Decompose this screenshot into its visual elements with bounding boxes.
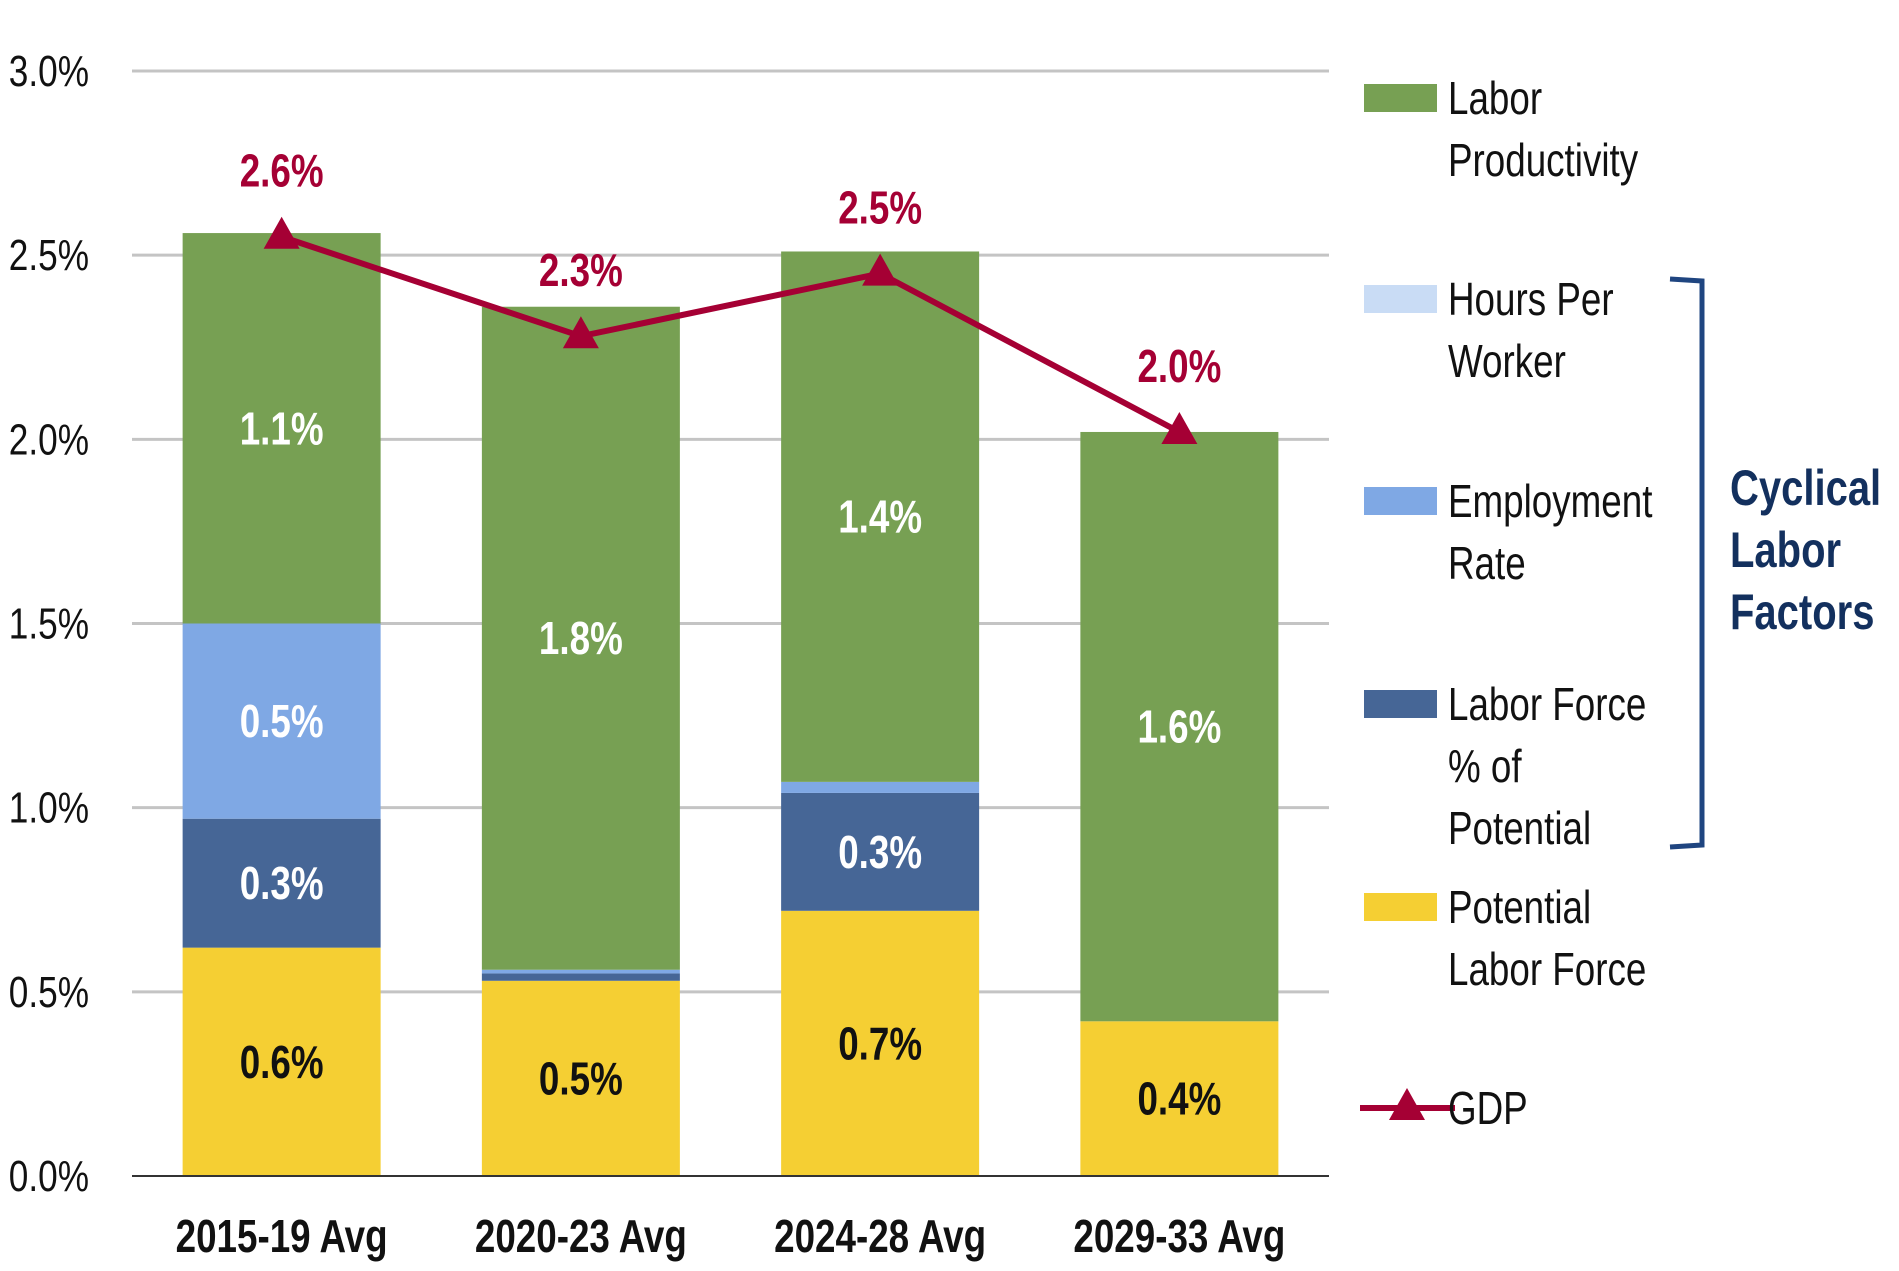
bar-segment	[182, 623, 381, 819]
y-tick-label: 2.0%	[9, 416, 89, 465]
bar-segment	[182, 233, 381, 624]
bar-segment	[781, 792, 980, 911]
bar-segment	[182, 947, 381, 1176]
legend-item: GDP	[1360, 1082, 1528, 1134]
legend-item: Labor Force % of Potential	[1364, 678, 1646, 854]
gdp-marker	[862, 253, 899, 286]
segment-label: 1.1%	[240, 402, 324, 454]
legend-label: Employment	[1448, 475, 1653, 527]
legend-swatch	[1364, 690, 1437, 718]
x-tick-label: 2024-28 Avg	[774, 1210, 986, 1262]
y-tick-label: 3.0%	[9, 47, 89, 96]
gdp-line-path	[280, 233, 1181, 435]
legend-label: Labor	[1448, 72, 1542, 124]
legend-swatch	[1364, 893, 1437, 921]
segment-label: 1.8%	[539, 612, 623, 664]
gdp-marker	[263, 216, 300, 249]
legend-item: Hours Per Worker	[1364, 273, 1614, 387]
y-tick-label: 1.5%	[9, 600, 89, 649]
legend-label: Worker	[1448, 335, 1566, 387]
bar-segment	[1080, 1021, 1279, 1176]
legend-label: Labor Force	[1448, 678, 1646, 730]
bar-segment	[781, 781, 980, 793]
gdp-line	[263, 216, 1198, 444]
bar-segment	[481, 980, 680, 1176]
legend-swatch	[1364, 84, 1437, 112]
segment-label: 1.4%	[838, 491, 922, 543]
y-tick-label: 0.0%	[9, 1152, 89, 1201]
y-tick-label: 1.0%	[9, 784, 89, 833]
segment-label: 1.6%	[1137, 701, 1221, 753]
legend-item: Labor Productivity	[1364, 72, 1638, 186]
y-tick-label: 2.5%	[9, 232, 89, 281]
bar-segment	[481, 306, 680, 970]
legend-label: Potential	[1448, 881, 1591, 933]
bar-segment	[1080, 431, 1279, 1022]
gdp-marker	[1161, 411, 1198, 444]
gdp-label: 2.3%	[539, 244, 623, 296]
legend: Labor Productivity Hours Per Worker Employme…	[1360, 72, 1881, 1134]
axes: 0.0% 0.5% 1.0% 1.5% 2.0% 2.5% 3.0% 2015-19 Avg 2…	[9, 47, 1329, 1262]
legend-label: Rate	[1448, 537, 1526, 589]
segment-label: 0.6%	[240, 1036, 324, 1088]
y-tick-label: 0.5%	[9, 968, 89, 1017]
legend-label: Productivity	[1448, 134, 1638, 186]
bar-segment	[481, 973, 680, 981]
bar-segment	[481, 969, 680, 974]
segment-label: 0.5%	[240, 695, 324, 747]
x-tick-label: 2015-19 Avg	[176, 1210, 388, 1262]
bar-segment	[182, 818, 381, 948]
segment-label: 0.3%	[838, 826, 922, 878]
legend-swatch	[1364, 285, 1437, 313]
cyclical-factors-label: Cyclical	[1730, 460, 1881, 516]
segment-label: 0.4%	[1137, 1073, 1221, 1125]
gdp-marker	[562, 316, 599, 349]
gdp-label: 2.6%	[240, 145, 324, 197]
segment-label: 0.7%	[838, 1017, 922, 1069]
bars	[182, 233, 1279, 1176]
bar-segment	[781, 910, 980, 1176]
gdp-label: 2.5%	[838, 182, 922, 234]
legend-item: Potential Labor Force	[1364, 881, 1646, 995]
segment-label: 0.3%	[240, 857, 324, 909]
bracket	[1669, 276, 1705, 850]
cyclical-factors-label: Factors	[1730, 584, 1874, 640]
x-tick-label: 2029-33 Avg	[1073, 1210, 1285, 1262]
cyclical-factors-label: Labor	[1730, 522, 1841, 578]
legend-swatch	[1364, 487, 1437, 515]
legend-label: % of	[1448, 740, 1522, 792]
legend-label: Labor Force	[1448, 943, 1646, 995]
x-tick-label: 2020-23 Avg	[475, 1210, 687, 1262]
bar-segment	[781, 251, 980, 782]
legend-label: Hours Per	[1448, 273, 1614, 325]
legend-item: Employment Rate	[1364, 475, 1653, 589]
legend-label: GDP	[1448, 1082, 1528, 1134]
legend-triangle-marker	[1389, 1088, 1425, 1120]
segment-label: 0.5%	[539, 1052, 623, 1104]
gdp-label: 2.0%	[1137, 340, 1221, 392]
data-labels: 0.6% 0.3% 0.5% 1.1% 0.5% 1.8% 0.7% 0.3% 1.4% 0.4%…	[240, 145, 1222, 1125]
legend-label: Potential	[1448, 802, 1591, 854]
